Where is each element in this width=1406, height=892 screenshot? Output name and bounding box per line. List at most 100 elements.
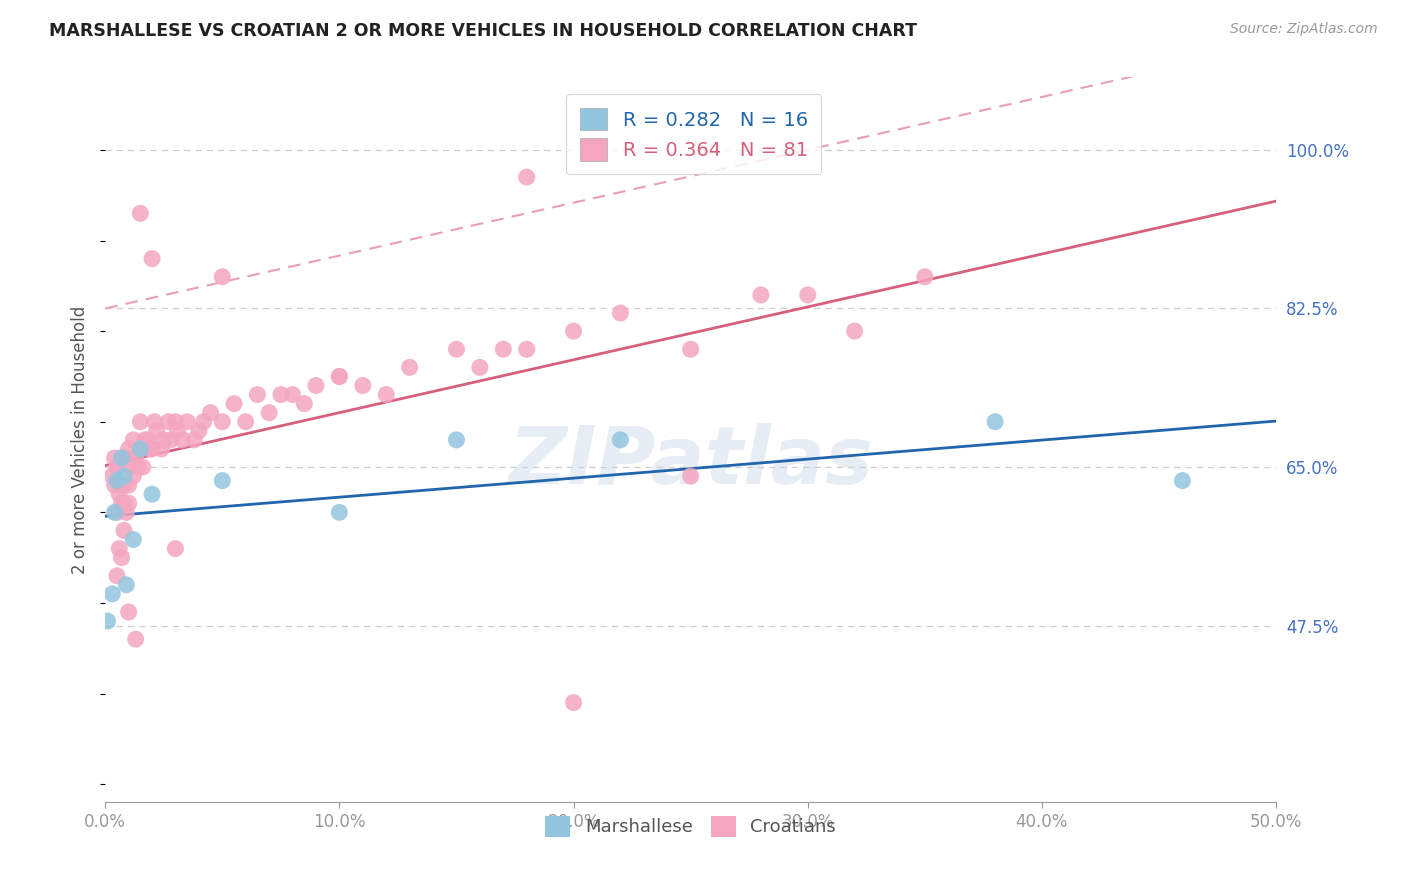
Point bbox=[138, 442, 160, 456]
Point bbox=[609, 306, 631, 320]
Point bbox=[120, 460, 142, 475]
Point bbox=[235, 415, 257, 429]
Point bbox=[105, 505, 128, 519]
Point bbox=[328, 369, 350, 384]
Point bbox=[96, 614, 118, 628]
Point bbox=[134, 433, 156, 447]
Point bbox=[398, 360, 420, 375]
Point bbox=[145, 424, 167, 438]
Point bbox=[257, 406, 280, 420]
Point bbox=[516, 343, 538, 357]
Point bbox=[328, 369, 350, 384]
Point bbox=[103, 505, 125, 519]
Point bbox=[844, 324, 866, 338]
Point bbox=[187, 424, 209, 438]
Point bbox=[516, 170, 538, 185]
Point bbox=[141, 442, 163, 456]
Point bbox=[141, 487, 163, 501]
Point bbox=[222, 396, 245, 410]
Point bbox=[117, 496, 139, 510]
Point bbox=[112, 478, 135, 492]
Point bbox=[101, 469, 124, 483]
Point bbox=[157, 415, 180, 429]
Point bbox=[143, 415, 166, 429]
Point bbox=[129, 442, 152, 456]
Point bbox=[211, 474, 233, 488]
Point bbox=[127, 460, 149, 475]
Point bbox=[115, 578, 138, 592]
Point bbox=[122, 469, 145, 483]
Point bbox=[1171, 474, 1194, 488]
Point bbox=[110, 450, 132, 465]
Point bbox=[679, 469, 702, 483]
Point bbox=[562, 696, 585, 710]
Point bbox=[129, 415, 152, 429]
Point bbox=[292, 396, 315, 410]
Point bbox=[105, 474, 128, 488]
Point bbox=[129, 442, 152, 456]
Point bbox=[984, 415, 1007, 429]
Point bbox=[281, 387, 304, 401]
Point bbox=[200, 406, 222, 420]
Text: MARSHALLESE VS CROATIAN 2 OR MORE VEHICLES IN HOUSEHOLD CORRELATION CHART: MARSHALLESE VS CROATIAN 2 OR MORE VEHICL… bbox=[49, 22, 917, 40]
Point bbox=[609, 433, 631, 447]
Point bbox=[166, 424, 188, 438]
Point bbox=[110, 550, 132, 565]
Point bbox=[115, 450, 138, 465]
Point bbox=[193, 415, 215, 429]
Point bbox=[749, 288, 772, 302]
Point bbox=[110, 478, 132, 492]
Point bbox=[159, 433, 181, 447]
Point bbox=[110, 496, 132, 510]
Point bbox=[446, 343, 468, 357]
Point bbox=[246, 387, 269, 401]
Point bbox=[115, 505, 138, 519]
Point bbox=[122, 533, 145, 547]
Point bbox=[108, 541, 131, 556]
Point bbox=[117, 605, 139, 619]
Point bbox=[796, 288, 818, 302]
Point bbox=[152, 433, 174, 447]
Point bbox=[141, 252, 163, 266]
Point bbox=[131, 460, 153, 475]
Y-axis label: 2 or more Vehicles in Household: 2 or more Vehicles in Household bbox=[72, 306, 89, 574]
Point bbox=[172, 433, 194, 447]
Point bbox=[117, 442, 139, 456]
Point bbox=[105, 568, 128, 582]
Text: Source: ZipAtlas.com: Source: ZipAtlas.com bbox=[1230, 22, 1378, 37]
Point bbox=[124, 632, 146, 647]
Point bbox=[375, 387, 398, 401]
Point bbox=[328, 505, 350, 519]
Point bbox=[105, 460, 128, 475]
Point bbox=[103, 478, 125, 492]
Point bbox=[122, 433, 145, 447]
Point bbox=[492, 343, 515, 357]
Point bbox=[150, 442, 173, 456]
Point bbox=[176, 415, 198, 429]
Point bbox=[108, 487, 131, 501]
Point bbox=[136, 433, 159, 447]
Point bbox=[165, 415, 187, 429]
Point bbox=[352, 378, 374, 392]
Point bbox=[101, 587, 124, 601]
Point bbox=[112, 524, 135, 538]
Point bbox=[305, 378, 328, 392]
Point bbox=[108, 460, 131, 475]
Point bbox=[914, 269, 936, 284]
Point bbox=[124, 450, 146, 465]
Point bbox=[110, 450, 132, 465]
Point bbox=[562, 324, 585, 338]
Point bbox=[112, 469, 135, 483]
Point bbox=[112, 496, 135, 510]
Point bbox=[211, 269, 233, 284]
Point bbox=[103, 450, 125, 465]
Legend: Marshallese, Croatians: Marshallese, Croatians bbox=[538, 809, 844, 844]
Point bbox=[129, 206, 152, 220]
Point bbox=[211, 415, 233, 429]
Point bbox=[165, 541, 187, 556]
Text: ZIPatlas: ZIPatlas bbox=[508, 423, 873, 500]
Point bbox=[270, 387, 292, 401]
Point bbox=[446, 433, 468, 447]
Point bbox=[183, 433, 205, 447]
Point bbox=[468, 360, 491, 375]
